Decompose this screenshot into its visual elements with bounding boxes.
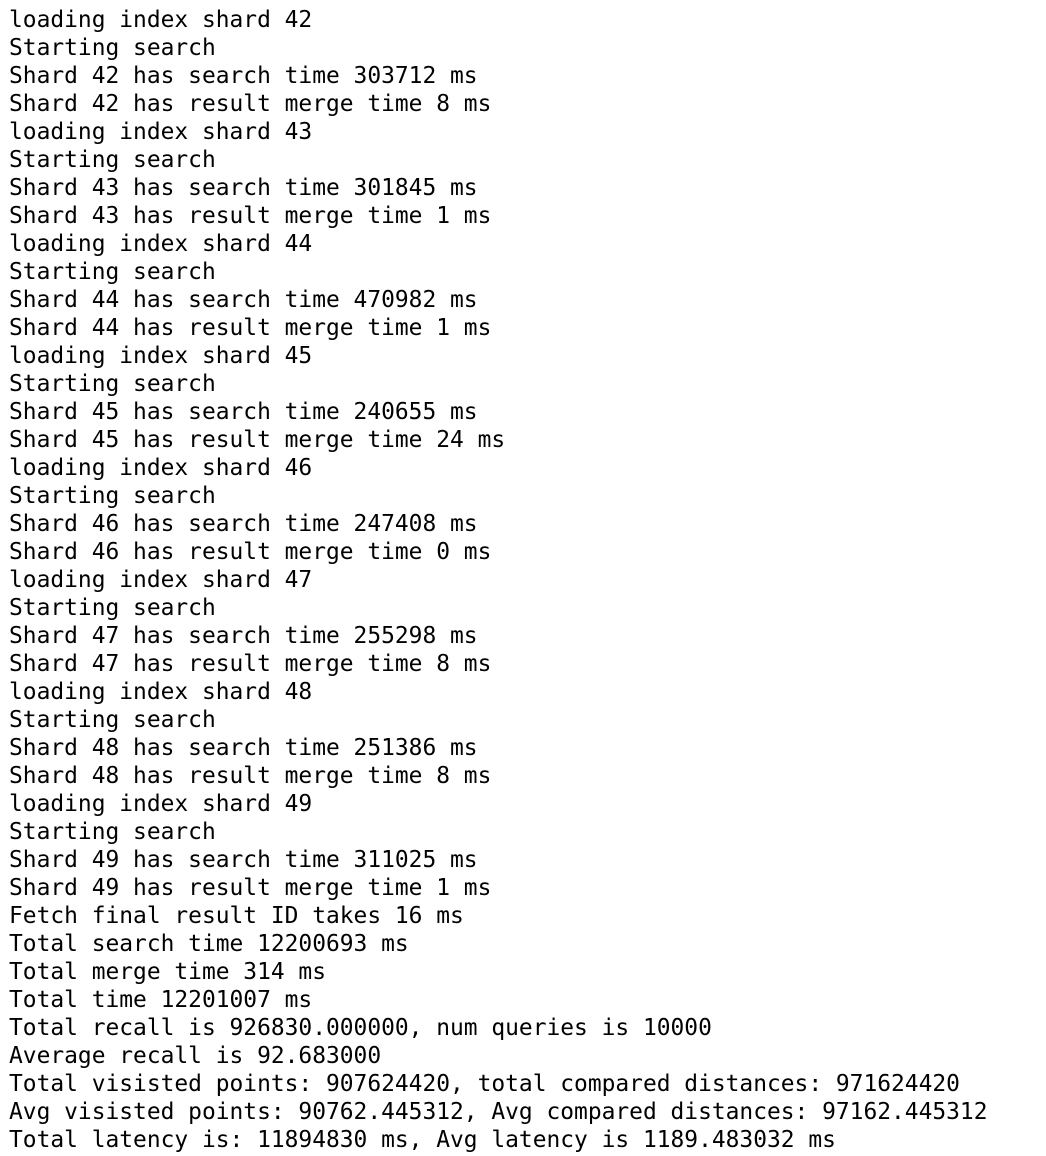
log-line: Starting search <box>9 259 216 285</box>
log-line: Average recall is 92.683000 <box>9 1043 382 1069</box>
log-line: Starting search <box>9 147 216 173</box>
log-line: loading index shard 48 <box>9 679 313 705</box>
log-line: Shard 43 has search time 301845 ms <box>9 175 478 201</box>
log-line: Fetch final result ID takes 16 ms <box>9 903 464 929</box>
log-line: Total merge time 314 ms <box>9 959 326 985</box>
log-line: Total recall is 926830.000000, num queri… <box>9 1015 712 1041</box>
log-line: Starting search <box>9 819 216 845</box>
log-line: Shard 48 has result merge time 8 ms <box>9 763 492 789</box>
log-line: Shard 48 has search time 251386 ms <box>9 735 478 761</box>
log-line: loading index shard 47 <box>9 567 313 593</box>
log-line: loading index shard 46 <box>9 455 313 481</box>
log-line: Shard 49 has search time 311025 ms <box>9 847 478 873</box>
log-line: Total visisted points: 907624420, total … <box>9 1071 960 1097</box>
log-line: Shard 42 has search time 303712 ms <box>9 63 478 89</box>
log-line: Shard 49 has result merge time 1 ms <box>9 875 492 901</box>
log-line: Total time 12201007 ms <box>9 987 313 1013</box>
log-line: Starting search <box>9 707 216 733</box>
log-line: Shard 46 has search time 247408 ms <box>9 511 478 537</box>
log-line: Starting search <box>9 483 216 509</box>
log-line: Shard 44 has search time 470982 ms <box>9 287 478 313</box>
log-line: loading index shard 49 <box>9 791 313 817</box>
log-line: Shard 43 has result merge time 1 ms <box>9 203 492 229</box>
log-line: loading index shard 42 <box>9 7 313 33</box>
log-line: Total latency is: 11894830 ms, Avg laten… <box>9 1127 836 1153</box>
log-line: loading index shard 43 <box>9 119 313 145</box>
log-line: Shard 45 has search time 240655 ms <box>9 399 478 425</box>
log-line: Shard 42 has result merge time 8 ms <box>9 91 492 117</box>
log-line: Starting search <box>9 595 216 621</box>
log-line: Total search time 12200693 ms <box>9 931 409 957</box>
log-line: Shard 46 has result merge time 0 ms <box>9 539 492 565</box>
log-line: Shard 47 has search time 255298 ms <box>9 623 478 649</box>
log-line: loading index shard 45 <box>9 343 313 369</box>
log-line: loading index shard 44 <box>9 231 313 257</box>
log-line: Shard 44 has result merge time 1 ms <box>9 315 492 341</box>
log-line: Starting search <box>9 35 216 61</box>
log-line: Shard 45 has result merge time 24 ms <box>9 427 506 453</box>
log-line: Shard 47 has result merge time 8 ms <box>9 651 492 677</box>
log-line: Avg visisted points: 90762.445312, Avg c… <box>9 1099 988 1125</box>
log-line: Starting search <box>9 371 216 397</box>
